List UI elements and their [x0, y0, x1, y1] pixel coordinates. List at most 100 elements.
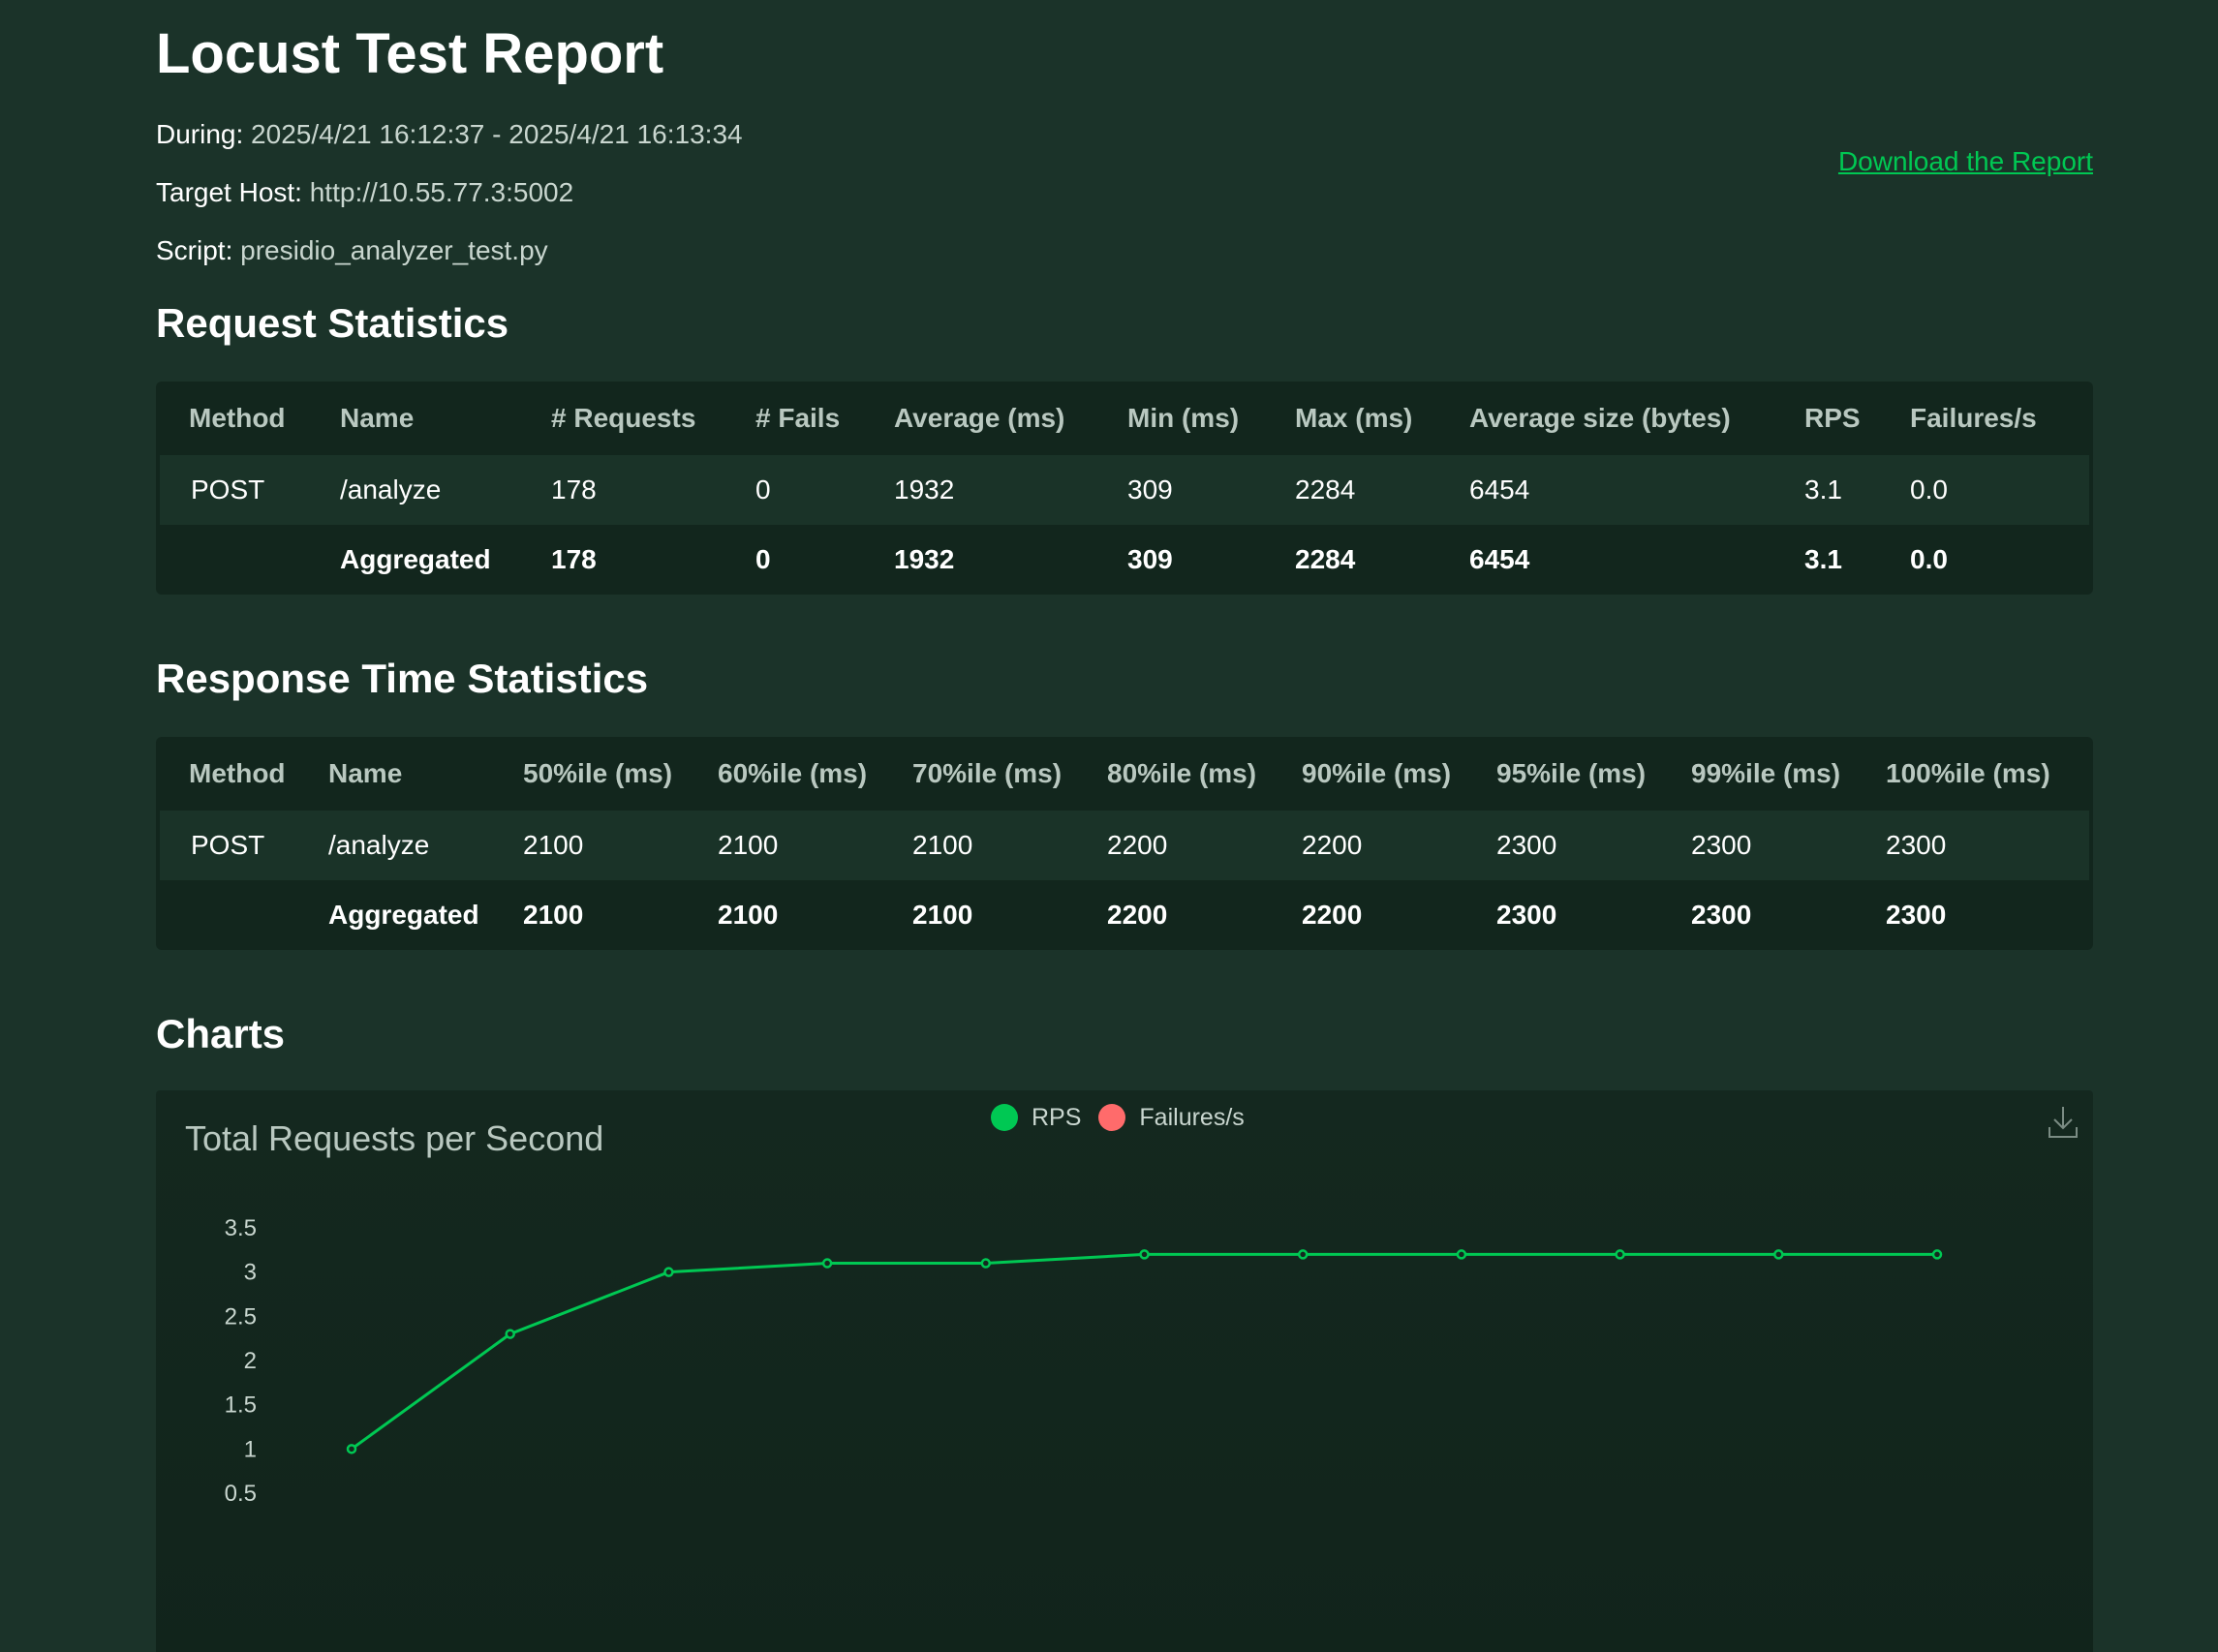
data-point[interactable]	[1773, 1249, 1784, 1260]
table-cell: POST	[158, 811, 297, 880]
y-tick-label: 3.5	[225, 1215, 257, 1241]
column-header[interactable]: Min (ms)	[1127, 403, 1240, 433]
data-point[interactable]	[980, 1258, 992, 1269]
table-cell: 2284	[1295, 544, 1356, 574]
series-line-rps	[351, 1252, 1937, 1451]
script-line: Script: presidio_analyzer_test.py	[156, 234, 548, 267]
column-header[interactable]: 100%ile (ms)	[1886, 758, 2050, 788]
data-point[interactable]	[663, 1267, 674, 1277]
table-cell	[158, 525, 309, 595]
column-header[interactable]: Method	[189, 758, 286, 788]
table-header-row: Method Name 50%ile (ms) 60%ile (ms) 70%ile (…	[158, 737, 2091, 811]
table-cell: 3.1	[1773, 455, 1879, 525]
table-cell: POST	[158, 455, 309, 525]
table-cell: 0.0	[1879, 455, 2091, 525]
response-time-statistics-title: Response Time Statistics	[156, 656, 649, 701]
column-header[interactable]: RPS	[1804, 403, 1861, 433]
column-header[interactable]: 70%ile (ms)	[912, 758, 1063, 788]
table-cell: /analyze	[297, 811, 492, 880]
table-cell: 2300	[1691, 900, 1752, 930]
table-cell: 2100	[881, 811, 1076, 880]
table-cell: 6454	[1469, 544, 1530, 574]
response-time-statistics-table: Method Name 50%ile (ms) 60%ile (ms) 70%ile (…	[156, 737, 2093, 950]
chart-legend: RPS Failures/s	[991, 1098, 1262, 1137]
column-header[interactable]: # Fails	[755, 403, 841, 433]
table-row: POST/analyze 178 0 1932 309 2284 6454 3.1 0.0	[158, 455, 2091, 525]
table-cell: 309	[1127, 544, 1173, 574]
y-tick-label: 0.5	[225, 1481, 257, 1507]
column-header[interactable]: 60%ile (ms)	[718, 758, 868, 788]
script-value: presidio_analyzer_test.py	[240, 235, 548, 265]
y-tick-label: 1	[244, 1436, 257, 1462]
table-cell: Aggregated	[328, 900, 479, 930]
data-point[interactable]	[1139, 1249, 1150, 1260]
table-cell: 2300	[1660, 811, 1855, 880]
table-cell: 2100	[523, 900, 584, 930]
table-row: POST/analyze 2100 2100 2100 2200 2200 2300 2300…	[158, 811, 2091, 880]
column-header[interactable]: 50%ile (ms)	[523, 758, 673, 788]
table-cell: 2200	[1107, 900, 1168, 930]
column-header[interactable]: Max (ms)	[1295, 403, 1413, 433]
table-cell: 2200	[1076, 811, 1271, 880]
during-label: During:	[156, 119, 244, 149]
data-point[interactable]	[1931, 1249, 1943, 1260]
column-header[interactable]: Name	[340, 403, 415, 433]
data-point[interactable]	[1297, 1249, 1309, 1260]
table-cell: Aggregated	[340, 544, 491, 574]
column-header[interactable]: 95%ile (ms)	[1496, 758, 1647, 788]
column-header[interactable]: # Requests	[551, 403, 696, 433]
table-cell: 0.0	[1910, 544, 1948, 574]
table-cell: 2284	[1264, 455, 1438, 525]
table-cell: 2100	[492, 811, 687, 880]
chart-title: Total Requests per Second	[185, 1118, 604, 1158]
column-header[interactable]: Method	[189, 403, 286, 433]
table-cell: 0	[724, 455, 863, 525]
y-tick-label: 3	[244, 1260, 257, 1286]
legend-dot-failures	[1098, 1104, 1126, 1131]
column-header[interactable]: Failures/s	[1910, 403, 2037, 433]
during-line: During: 2025/4/21 16:12:37 - 2025/4/21 1…	[156, 118, 743, 151]
table-cell: 2300	[1496, 900, 1557, 930]
data-point[interactable]	[346, 1444, 357, 1454]
request-statistics-title: Request Statistics	[156, 300, 509, 346]
table-cell: 3.1	[1804, 544, 1842, 574]
legend-dot-rps	[991, 1104, 1018, 1131]
page-title: Locust Test Report	[156, 22, 664, 85]
download-icon[interactable]	[2047, 1104, 2079, 1141]
request-statistics-table: Method Name # Requests # Fails Average (ms) M…	[156, 382, 2093, 595]
y-tick-label: 2	[244, 1348, 257, 1374]
table-cell: 2300	[1465, 811, 1660, 880]
table-cell: 1932	[863, 455, 1096, 525]
column-header[interactable]: 90%ile (ms)	[1302, 758, 1452, 788]
charts-title: Charts	[156, 1011, 286, 1056]
table-cell: 309	[1096, 455, 1264, 525]
table-cell: 178	[520, 455, 724, 525]
column-header[interactable]: Average size (bytes)	[1469, 403, 1731, 433]
legend-label-rps: RPS	[1032, 1103, 1082, 1131]
data-point[interactable]	[505, 1329, 515, 1339]
download-report-link[interactable]: Download the Report	[1837, 146, 2093, 176]
target-host-line: Target Host: http://10.55.77.3:5002	[156, 176, 573, 209]
table-cell: 6454	[1438, 455, 1773, 525]
y-tick-label: 1.5	[225, 1392, 257, 1419]
column-header[interactable]: 99%ile (ms)	[1691, 758, 1841, 788]
column-header[interactable]: Name	[328, 758, 403, 788]
aggregated-row: Aggregated 2100 2100 2100 2200 2200 2300 2300 23…	[158, 880, 2091, 950]
column-header[interactable]: 80%ile (ms)	[1107, 758, 1257, 788]
data-point[interactable]	[1615, 1249, 1625, 1260]
table-cell: 178	[551, 544, 597, 574]
target-host-value: http://10.55.77.3:5002	[309, 177, 574, 207]
column-header[interactable]: Average (ms)	[894, 403, 1065, 433]
aggregated-row: Aggregated 178 0 1932 309 2284 6454 3.1 0.0	[158, 525, 2091, 595]
table-cell: 2300	[1886, 900, 1947, 930]
table-cell: 2200	[1302, 900, 1363, 930]
data-point[interactable]	[821, 1258, 833, 1269]
legend-item-failures[interactable]: Failures/s	[1098, 1103, 1245, 1132]
table-cell: 2100	[687, 811, 881, 880]
table-cell: 0	[755, 544, 771, 574]
legend-item-rps[interactable]: RPS	[991, 1104, 1081, 1132]
data-point[interactable]	[1456, 1249, 1467, 1260]
legend-label-failures: Failures/s	[1139, 1103, 1245, 1131]
rps-chart: Total Requests per Second RPS Failures/s…	[156, 1090, 2093, 1652]
